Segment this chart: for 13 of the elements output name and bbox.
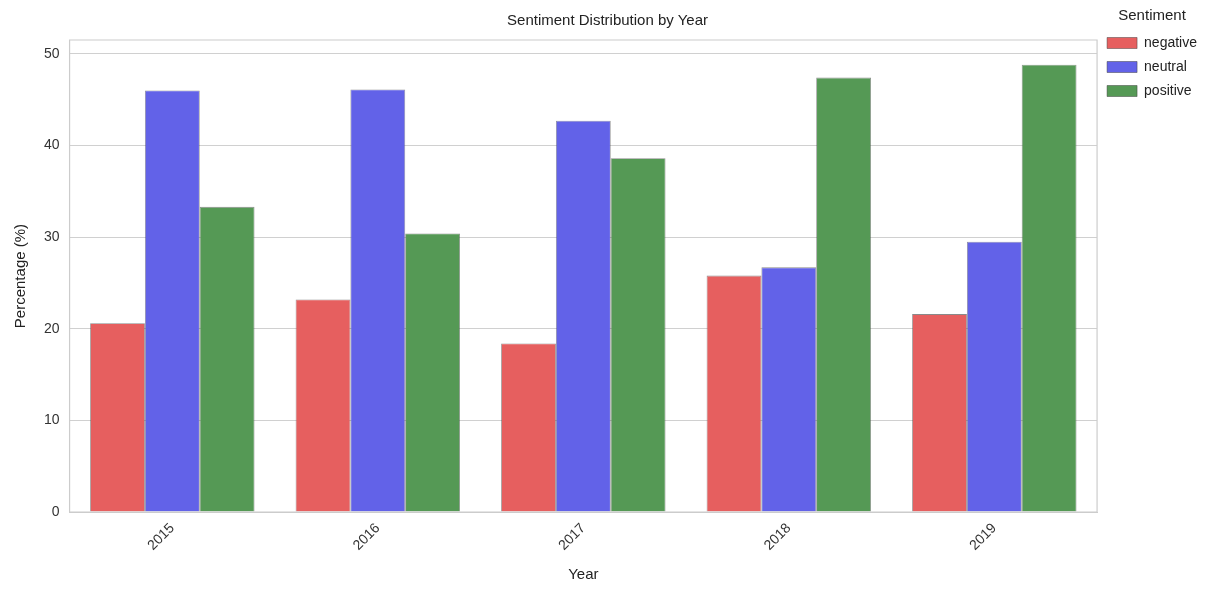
y-tick-label: 10: [43, 411, 60, 428]
y-tick-label: 20: [43, 319, 60, 336]
chart-title: Sentiment Distribution by Year: [507, 11, 708, 29]
y-tick-label: 50: [43, 44, 60, 61]
y-axis-title: Percentage (%): [11, 223, 29, 329]
y-tick-label: 0: [51, 502, 60, 519]
y-tick-label: 30: [43, 227, 60, 244]
legend-label: negative: [1144, 33, 1198, 50]
legend-label: neutral: [1144, 57, 1187, 74]
legend-title: Sentiment: [1118, 5, 1187, 23]
y-tick-label: 40: [43, 136, 60, 153]
legend-label: positive: [1144, 81, 1192, 98]
x-axis-title: Year: [568, 565, 599, 583]
